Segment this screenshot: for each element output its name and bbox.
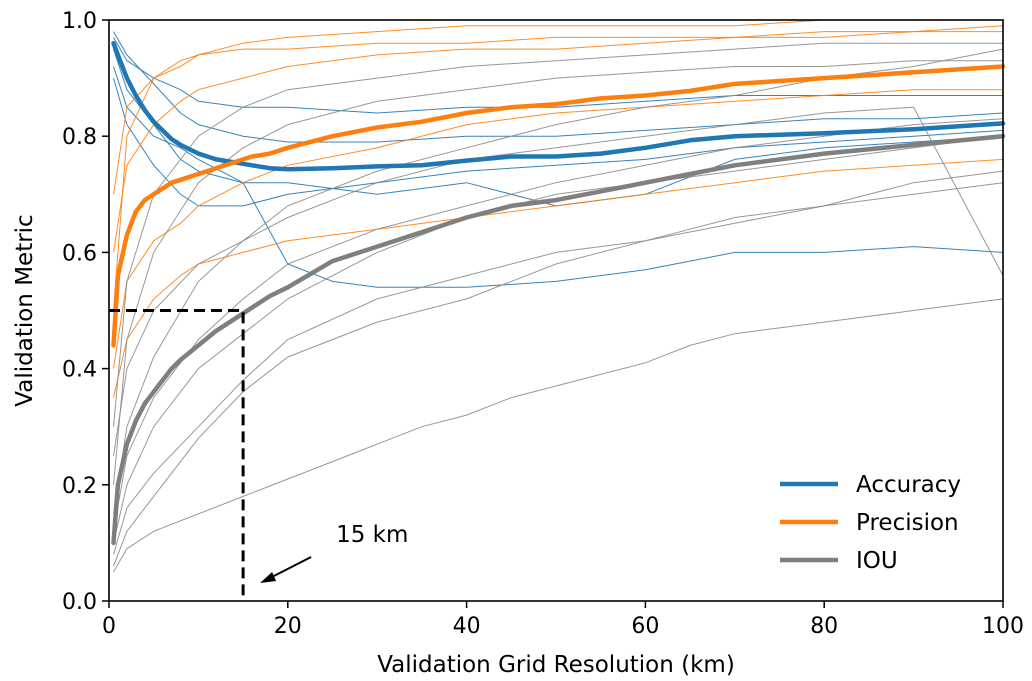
x-tick-label: 20 [274, 614, 302, 639]
thin-series-line-11 [113, 182, 1004, 555]
thin-series-line-16 [113, 170, 1004, 567]
thin-series-line-7 [113, 25, 1004, 253]
y-tick-label: 0.0 [62, 590, 97, 615]
annotation-group: 15 km [109, 309, 408, 601]
thin-series-line-18 [113, 106, 1004, 456]
annotation-arrow-head [260, 572, 277, 583]
x-axis-label: Validation Grid Resolution (km) [377, 652, 735, 678]
series-line-iou [111, 133, 1006, 546]
legend-label-iou: IOU [856, 548, 898, 574]
series-line-accuracy [111, 40, 1006, 172]
x-tick-label: 0 [102, 614, 116, 639]
mean-lines-group [111, 40, 1006, 546]
x-tick-label: 80 [810, 614, 838, 639]
x-tick-label: 40 [453, 614, 481, 639]
legend: Accuracy Precision IOU [780, 472, 961, 574]
thin-series-line-0 [113, 37, 1003, 114]
axes-group: 0 20 40 60 80 100 0.0 0.2 0.4 0.6 0.8 1.0 [62, 9, 1024, 639]
y-tick-label: 1.0 [62, 9, 97, 34]
y-tick-label: 0.6 [62, 241, 97, 266]
thin-series-line-6 [113, 89, 1003, 369]
y-tick-label: 0.2 [62, 474, 97, 499]
thin-series-line-10 [113, 298, 1004, 573]
thin-series-line-9 [113, 19, 1003, 195]
plot-frame [108, 19, 1004, 602]
y-axis-label: Validation Metric [12, 214, 38, 406]
thin-series-line-2 [113, 48, 1004, 207]
thin-series-line-5 [113, 31, 1003, 311]
y-tick-label: 0.8 [62, 125, 97, 150]
thin-series-line-8 [113, 158, 1004, 398]
x-tick-label: 100 [982, 614, 1024, 639]
annotation-dashed-guide [109, 309, 245, 601]
thin-series-line-1 [113, 66, 1004, 288]
thin-series-line-17 [113, 42, 1003, 427]
annotation-label: 15 km [336, 522, 408, 548]
y-tick-label: 0.4 [62, 358, 97, 383]
legend-label-precision: Precision [856, 510, 959, 536]
x-tick-label: 60 [631, 614, 659, 639]
legend-label-accuracy: Accuracy [856, 472, 961, 498]
thin-series-line-14 [113, 135, 1004, 544]
series-line-precision [111, 64, 1006, 348]
thin-series-line-15 [113, 60, 1003, 485]
thin-series-line-12 [113, 118, 1004, 532]
thin-series-line-3 [113, 31, 1004, 143]
thin-series-line-4 [113, 77, 1004, 207]
